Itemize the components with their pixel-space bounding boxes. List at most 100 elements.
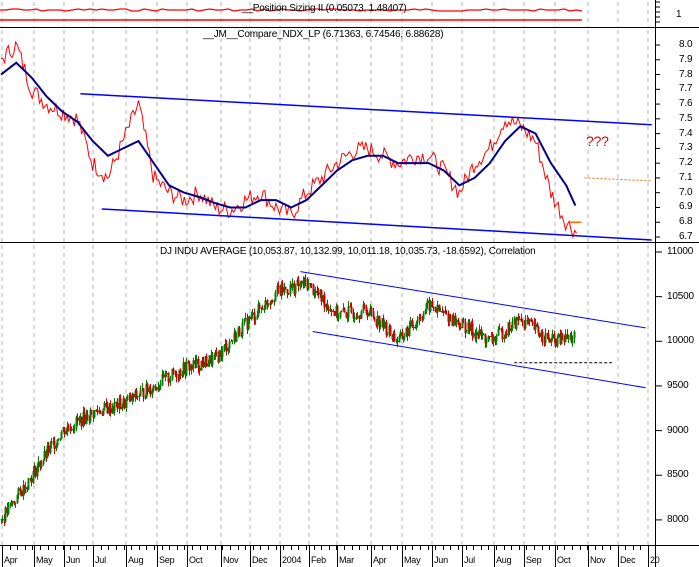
candle-body <box>121 406 124 410</box>
candle-body <box>57 439 60 441</box>
candle-body <box>312 284 315 295</box>
candle-body <box>247 317 250 330</box>
candle-body <box>195 359 198 364</box>
candle-body <box>327 306 330 311</box>
candle-body <box>75 417 78 428</box>
candle-body <box>339 311 342 318</box>
candle-body <box>337 317 340 319</box>
candle-body <box>155 387 158 390</box>
candle-body <box>19 488 22 491</box>
candle-body <box>169 378 172 381</box>
y-tick-label: 7.7 <box>679 83 693 95</box>
candle-body <box>468 321 471 332</box>
candle-body <box>172 368 175 374</box>
position-sizing-series <box>0 8 583 12</box>
y-tick-label: 8000 <box>667 513 689 525</box>
candle-body <box>518 318 521 321</box>
candle-body <box>50 442 53 445</box>
candle-body <box>401 331 404 340</box>
candle-body <box>313 294 316 296</box>
candle-body <box>188 363 191 371</box>
candle-body <box>414 327 417 329</box>
candle-body <box>471 323 474 336</box>
y-tick-label: 7.8 <box>679 68 693 80</box>
candle-body <box>434 307 437 312</box>
x-tick-label: Sep <box>159 555 175 565</box>
candle-body <box>429 301 432 311</box>
candle-body <box>123 398 126 408</box>
candle-body <box>379 325 382 328</box>
candle-body <box>138 395 141 397</box>
candle-body <box>289 284 292 294</box>
candle-body <box>56 439 59 446</box>
candle-body <box>254 318 257 321</box>
candle-body <box>198 368 201 371</box>
x-tick-label: Dec <box>620 555 636 565</box>
candle-body <box>488 336 491 338</box>
candle-body <box>89 409 92 421</box>
candle-body <box>243 318 246 323</box>
candle-body <box>425 303 428 311</box>
candle-body <box>508 322 511 332</box>
candle-body <box>63 427 66 435</box>
candle-body <box>161 374 164 386</box>
candle-body <box>353 317 356 319</box>
x-tick-label: Jun <box>434 555 448 565</box>
candle-body <box>99 410 102 414</box>
candle-body <box>299 283 302 287</box>
candle-body <box>317 292 320 295</box>
candle-body <box>530 319 533 322</box>
x-tick-label: Oct <box>189 555 203 565</box>
candle-body <box>78 417 81 421</box>
candle-body <box>445 313 448 315</box>
candle-body <box>152 385 155 391</box>
candle-body <box>135 391 138 398</box>
candle-body <box>83 411 86 424</box>
candle-body <box>36 467 39 477</box>
candle-body <box>27 478 30 489</box>
candle-body <box>281 283 284 293</box>
candle-body <box>269 303 272 305</box>
candle-body <box>240 335 243 337</box>
candle-body <box>168 380 171 382</box>
candle-body <box>389 325 392 335</box>
candle-body <box>408 325 411 337</box>
x-tick-label: Mar <box>339 555 354 565</box>
candle-body <box>439 310 442 312</box>
candle-body <box>86 414 89 421</box>
candle-body <box>376 315 379 326</box>
candle-body <box>503 337 506 339</box>
candle-body <box>554 338 557 347</box>
candle-body <box>386 333 389 335</box>
candle-body <box>365 307 368 314</box>
candle-body <box>418 316 421 322</box>
candle-body <box>438 304 441 311</box>
candle-body <box>201 361 204 363</box>
candle-body <box>207 363 210 367</box>
candle-body <box>498 328 501 330</box>
trendline <box>312 330 646 389</box>
candle-body <box>53 440 56 449</box>
candle-body <box>504 333 507 338</box>
candle-body <box>415 322 418 328</box>
x-tick-label: Jul <box>464 555 475 565</box>
candle-body <box>462 318 465 323</box>
candle-body <box>167 372 170 382</box>
candle-body <box>162 374 165 378</box>
candle-body <box>452 315 455 326</box>
candle-body <box>480 329 483 336</box>
candle-body <box>363 304 366 308</box>
y-tick-label: 1 <box>676 9 682 20</box>
candle-body <box>185 362 188 375</box>
candle-body <box>455 319 458 325</box>
candle-body <box>258 304 261 309</box>
y-tick-label: 6.9 <box>679 201 693 213</box>
x-tick-label: Apr <box>4 555 18 565</box>
y-tick-label: 6.8 <box>679 216 693 228</box>
candle-body <box>546 333 549 335</box>
candle-body <box>291 283 294 288</box>
candle-body <box>570 334 573 343</box>
candle-body <box>47 445 50 453</box>
x-tick-label: Feb <box>311 555 326 565</box>
candle-body <box>251 312 254 315</box>
